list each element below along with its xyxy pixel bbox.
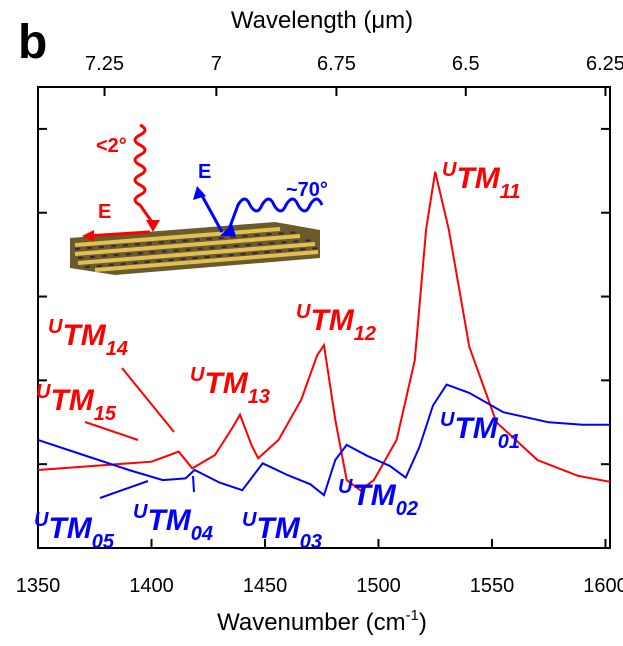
x-tick-label: 1450 xyxy=(243,575,288,597)
annotation-main: TM xyxy=(456,162,500,195)
series-line xyxy=(37,383,610,497)
arrowhead xyxy=(193,186,206,200)
inset-label: ~70° xyxy=(286,179,328,201)
annotation-sup: U xyxy=(296,301,311,323)
x-axis-title-sup: -1 xyxy=(406,607,419,624)
x2-tick-label: 7 xyxy=(211,53,222,75)
annotation-main: TM xyxy=(62,319,106,352)
arrowhead xyxy=(82,230,94,242)
annotation: UTM05 xyxy=(34,509,115,553)
annotation-sub: 04 xyxy=(191,523,213,545)
series-line xyxy=(37,171,611,492)
annotation: UTM11 xyxy=(442,159,521,203)
pointer-arrows xyxy=(84,367,195,499)
annotation-sup: U xyxy=(440,409,455,431)
x-tick-label: 1350 xyxy=(16,575,61,597)
inset-label: E xyxy=(198,161,211,183)
annotation-main: TM xyxy=(204,367,248,400)
annotation: UTM15 xyxy=(36,381,117,425)
annotation-sub: 13 xyxy=(248,386,270,408)
x-tick-label: 1400 xyxy=(129,575,174,597)
annotation: UTM13 xyxy=(190,364,270,408)
annotation: UTM01 xyxy=(440,409,520,453)
annotation-main: TM xyxy=(454,412,498,445)
inset-label: E xyxy=(98,201,111,223)
panel-label: b xyxy=(18,16,47,69)
annotation-sub: 15 xyxy=(94,403,117,425)
annotation-sub: 03 xyxy=(300,531,322,553)
annotation-main: TM xyxy=(50,384,94,417)
x-axis-title-tail: ) xyxy=(419,609,427,636)
annotation-sup: U xyxy=(442,159,457,181)
annotation: UTM03 xyxy=(242,509,322,553)
annotation-sub: 14 xyxy=(106,338,128,360)
annotation-sup: U xyxy=(36,381,51,403)
annotation-main: TM xyxy=(352,479,396,512)
x-tick-label: 1500 xyxy=(356,575,401,597)
annotation-sup: U xyxy=(242,509,257,531)
slab-atoms xyxy=(74,231,319,268)
x-axis-title: Wavenumber (cm-1) xyxy=(217,607,427,636)
plot-frame xyxy=(37,86,611,549)
annotation-main: TM xyxy=(256,512,300,545)
annotation: UTM02 xyxy=(338,476,418,520)
annotation-sub: 11 xyxy=(500,181,521,203)
x2-axis-title: Wavelength (μm) xyxy=(231,7,413,34)
annotation-sup: U xyxy=(48,316,63,338)
annotation: UTM04 xyxy=(133,501,213,545)
field-arrow xyxy=(84,230,151,238)
inset-label: <2° xyxy=(96,135,127,157)
annotation: UTM12 xyxy=(296,301,376,345)
wave-normal xyxy=(133,123,154,223)
inset: <2° E E ~70° xyxy=(70,123,328,275)
annotation-sub: 05 xyxy=(92,531,115,553)
annotation-main: TM xyxy=(310,304,354,337)
x2-tick-label: 6.5 xyxy=(452,53,480,75)
field-arrow xyxy=(198,191,224,233)
x2-tick-label: 6.75 xyxy=(317,53,356,75)
wave-oblique xyxy=(226,197,324,233)
annotation-sup: U xyxy=(190,364,205,386)
x-axis-title-text: Wavenumber (cm xyxy=(217,609,405,636)
x-tick-label: 1600 xyxy=(583,575,623,597)
annotation-sup: U xyxy=(133,501,148,523)
slab-stripes xyxy=(74,227,319,272)
x-tick-label: 1550 xyxy=(470,575,515,597)
x2-tick-label: 7.25 xyxy=(85,53,124,75)
arrowhead xyxy=(146,220,160,232)
annotation-sub: 01 xyxy=(498,431,520,453)
annotation-main: TM xyxy=(48,512,92,545)
x2-tick-label: 6.25 xyxy=(586,53,623,75)
annotation-sub: 02 xyxy=(396,498,418,520)
annotation-sup: U xyxy=(34,509,49,531)
arrowhead xyxy=(220,224,236,236)
annotation-main: TM xyxy=(147,504,191,537)
annotation-sup: U xyxy=(338,476,353,498)
annotation: UTM14 xyxy=(48,316,128,360)
annotation-sub: 12 xyxy=(354,323,376,345)
